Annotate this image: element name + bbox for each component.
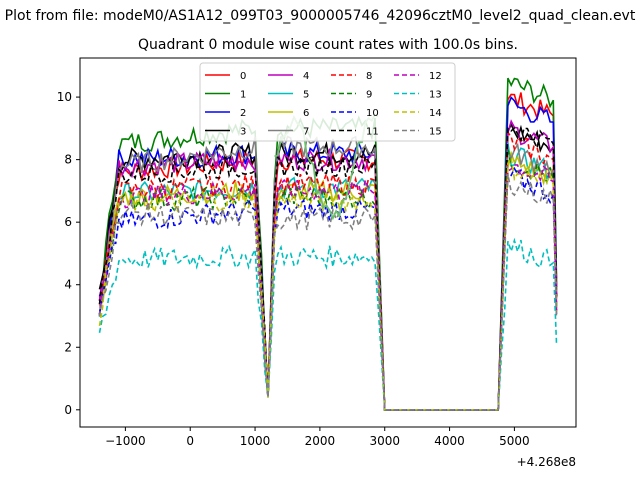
x-tick-label: 0 bbox=[186, 434, 194, 448]
series-line-15 bbox=[98, 173, 558, 411]
legend-label: 10 bbox=[366, 108, 379, 119]
y-tick-label: 10 bbox=[57, 90, 72, 104]
legend-label: 4 bbox=[303, 71, 309, 82]
y-tick-label: 6 bbox=[64, 215, 72, 229]
legend-frame bbox=[199, 62, 456, 142]
y-axis: 0 2 4 6 8 10 bbox=[57, 90, 80, 417]
legend-label: 2 bbox=[240, 108, 246, 119]
legend-label: 8 bbox=[366, 71, 372, 82]
legend-label: 3 bbox=[240, 127, 246, 138]
chart-title: Quadrant 0 module wise count rates with … bbox=[138, 37, 518, 53]
legend-label: 6 bbox=[303, 108, 309, 119]
legend-label: 13 bbox=[429, 90, 442, 101]
figure-suptitle: Plot from file: modeM0/AS1A12_099T03_900… bbox=[5, 8, 636, 24]
axes-frame bbox=[79, 57, 577, 428]
series-line-14 bbox=[98, 155, 558, 411]
plot-area bbox=[98, 77, 558, 411]
legend-label: 0 bbox=[240, 71, 246, 82]
x-tick-label: 5000 bbox=[499, 434, 530, 448]
legend-label: 15 bbox=[429, 127, 442, 138]
legend-label: 14 bbox=[429, 108, 442, 119]
x-tick-label: 4000 bbox=[434, 434, 465, 448]
legend-label: 5 bbox=[303, 90, 309, 101]
y-tick-label: 0 bbox=[64, 403, 72, 417]
y-tick-label: 8 bbox=[64, 153, 72, 167]
series-line-5 bbox=[98, 142, 558, 411]
legend-label: 12 bbox=[429, 71, 442, 82]
y-tick-label: 2 bbox=[64, 340, 72, 354]
x-tick-label: −1000 bbox=[105, 434, 146, 448]
x-tick-label: 1000 bbox=[240, 434, 271, 448]
series-line-3 bbox=[98, 122, 558, 411]
x-tick-label: 3000 bbox=[369, 434, 400, 448]
legend-label: 1 bbox=[240, 90, 246, 101]
y-tick-label: 4 bbox=[64, 278, 72, 292]
series-line-13 bbox=[98, 237, 558, 411]
series-line-10 bbox=[98, 166, 558, 411]
x-axis: −1000 0 1000 2000 3000 4000 5000 bbox=[105, 427, 530, 448]
legend-label: 7 bbox=[303, 127, 309, 138]
x-tick-label: 2000 bbox=[305, 434, 336, 448]
legend-label: 9 bbox=[366, 90, 372, 101]
series-line-12 bbox=[98, 164, 558, 411]
legend-label: 11 bbox=[366, 127, 379, 138]
x-offset-label: +4.268e8 bbox=[517, 455, 576, 469]
